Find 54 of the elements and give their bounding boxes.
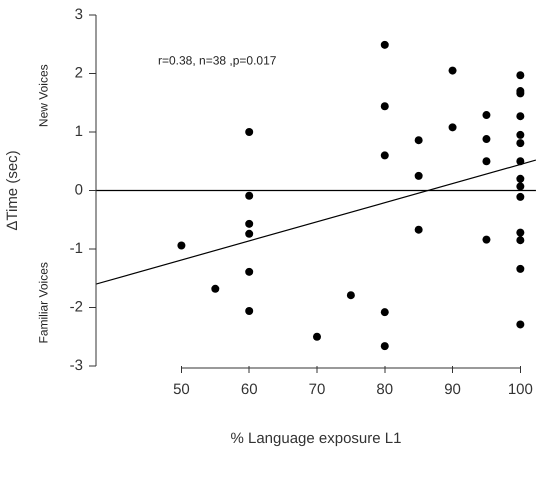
x-tick-label: 100 <box>508 381 533 398</box>
text: Familiar Voices <box>36 262 50 344</box>
point <box>245 307 254 316</box>
point <box>380 151 389 160</box>
y-tick-label: 1 <box>74 123 83 140</box>
y-tick-label: 3 <box>74 6 83 24</box>
point <box>448 123 457 132</box>
point <box>516 130 524 139</box>
point <box>380 308 389 316</box>
point <box>516 228 524 237</box>
point <box>245 192 254 200</box>
x-tick-label: 80 <box>376 381 394 398</box>
point <box>245 220 254 228</box>
point <box>380 342 389 350</box>
y-tick-label: 2 <box>74 64 83 82</box>
point <box>516 112 524 120</box>
point <box>516 139 524 148</box>
point <box>516 182 524 190</box>
point <box>516 71 524 80</box>
x-tick-label: 70 <box>308 381 326 398</box>
point <box>414 226 423 234</box>
point <box>516 157 524 166</box>
y-tick-label: -3 <box>70 357 83 374</box>
point <box>245 268 254 276</box>
y-tick-label: -2 <box>70 298 83 316</box>
point <box>482 236 490 244</box>
y-axis-title: ΔTime (sec) <box>4 150 22 231</box>
point <box>346 291 355 300</box>
point <box>312 332 321 341</box>
point <box>516 320 524 328</box>
point <box>482 111 490 120</box>
point <box>414 136 423 144</box>
point <box>211 284 220 293</box>
point <box>516 264 524 273</box>
x-tick-label: 90 <box>444 381 461 398</box>
y-tick-label: 0 <box>74 182 83 199</box>
point <box>516 174 524 183</box>
text: New Voices <box>36 64 50 128</box>
annotation: r=0.38, n=38 ,p=0.017 <box>158 53 277 68</box>
x-axis-title: % Language exposure L1 <box>230 430 402 448</box>
x-tick-label: 60 <box>240 381 258 398</box>
point <box>177 241 186 250</box>
point <box>482 135 490 144</box>
x-tick-label: 50 <box>173 381 190 398</box>
point <box>448 66 457 75</box>
point <box>245 230 254 238</box>
y-tick-label: -1 <box>70 240 83 258</box>
point <box>414 172 423 180</box>
point <box>482 157 490 166</box>
point <box>380 102 389 110</box>
point <box>516 192 524 201</box>
point <box>245 128 254 136</box>
point <box>380 40 389 49</box>
point <box>516 236 524 244</box>
